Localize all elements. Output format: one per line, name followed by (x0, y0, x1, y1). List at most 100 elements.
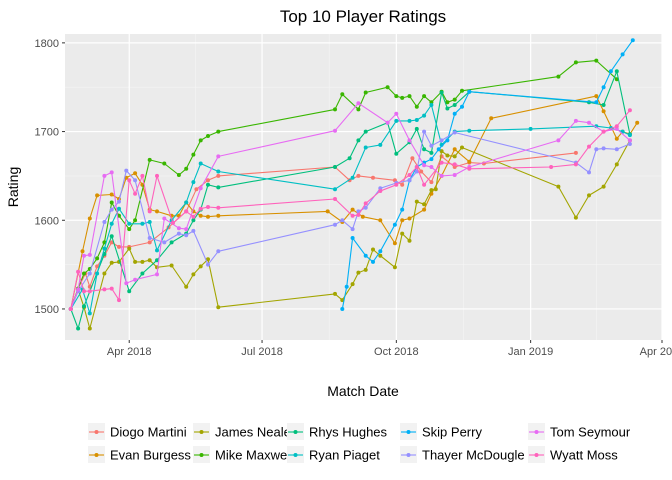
data-point (594, 100, 599, 105)
data-point (407, 173, 412, 177)
data-point (333, 107, 337, 112)
data-point (184, 209, 189, 214)
data-point (80, 249, 85, 254)
data-point (95, 193, 100, 198)
data-point (198, 138, 203, 143)
data-point (601, 103, 606, 107)
legend-item: Thayer McDougle (400, 446, 525, 463)
data-point (556, 74, 561, 79)
data-point (198, 264, 203, 269)
data-point (356, 107, 361, 112)
data-point (400, 231, 405, 236)
data-point (363, 267, 368, 272)
data-point (333, 187, 337, 192)
data-point (147, 236, 152, 240)
data-point (439, 149, 444, 154)
data-point (587, 120, 591, 125)
series-line (70, 109, 631, 310)
data-point (87, 289, 92, 294)
data-point (133, 259, 138, 264)
data-point (439, 173, 444, 178)
data-point (429, 180, 434, 185)
data-point (350, 282, 355, 287)
y-tick-label: 1800 (35, 38, 59, 50)
data-point (400, 207, 405, 212)
data-point (340, 92, 345, 97)
data-point (467, 166, 472, 171)
x-tick-label: Jan 2019 (508, 346, 553, 358)
data-point (422, 129, 427, 134)
data-point (422, 182, 427, 187)
data-point (206, 134, 210, 138)
data-point (620, 52, 625, 57)
data-point (206, 214, 210, 219)
data-point (587, 170, 591, 175)
data-point (124, 168, 129, 173)
legend-label: Rhys Hughes (309, 425, 388, 440)
data-point (392, 241, 397, 246)
data-point (436, 147, 441, 152)
data-point (133, 178, 138, 183)
data-point (414, 104, 419, 109)
data-point (394, 182, 399, 187)
data-point (608, 69, 613, 74)
data-point (109, 200, 114, 205)
x-tick-label: Apr 2018 (107, 346, 152, 358)
data-point (333, 197, 337, 201)
data-point (410, 156, 415, 161)
data-point (124, 281, 129, 286)
data-point (489, 116, 494, 121)
data-point (452, 130, 457, 135)
data-point (350, 227, 355, 232)
data-point (82, 289, 86, 294)
data-point (356, 270, 361, 275)
data-point (556, 138, 561, 143)
data-point (429, 103, 434, 107)
data-point (460, 145, 464, 150)
data-point (216, 305, 221, 310)
legend-item: James Neale (193, 423, 291, 440)
data-point (102, 173, 107, 178)
data-point (102, 287, 107, 292)
data-point (378, 249, 383, 254)
data-point (422, 163, 427, 168)
legend-key-point (406, 453, 411, 457)
data-point (95, 264, 100, 269)
data-point (356, 173, 361, 178)
data-point (627, 138, 632, 143)
data-point (392, 265, 397, 270)
series-wyatt-moss (68, 108, 632, 311)
data-point (87, 271, 92, 276)
data-point (162, 161, 167, 166)
data-point (133, 191, 138, 196)
legend-label: Diogo Martini (110, 425, 187, 440)
data-point (439, 138, 444, 143)
data-point (68, 307, 73, 311)
data-point (176, 173, 181, 177)
data-point (169, 240, 174, 245)
data-point (133, 218, 138, 223)
data-point (378, 253, 383, 258)
data-point (162, 240, 167, 245)
data-point (350, 213, 355, 218)
data-point (452, 97, 457, 102)
data-point (206, 205, 210, 209)
data-point (445, 100, 450, 105)
series-line (341, 39, 634, 310)
data-point (528, 126, 533, 131)
data-point (400, 218, 405, 223)
data-point (87, 252, 92, 257)
data-point (378, 142, 383, 147)
data-point (594, 58, 599, 63)
data-point (400, 95, 405, 100)
data-point (614, 136, 619, 141)
data-point (635, 120, 640, 125)
data-point (378, 189, 383, 193)
data-point (587, 144, 591, 149)
series-layer (68, 38, 640, 331)
data-point (109, 192, 114, 197)
data-point (378, 218, 383, 223)
data-point (140, 271, 145, 276)
data-point (147, 157, 152, 162)
